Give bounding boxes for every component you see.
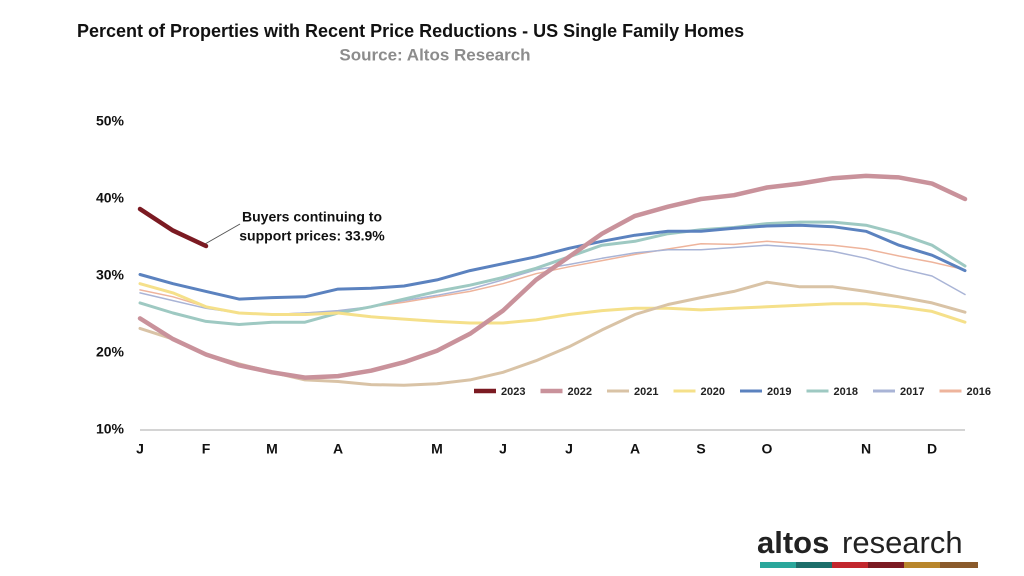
y-tick-label: 40% [96,190,125,206]
x-tick-label: J [499,441,507,457]
y-tick-label: 30% [96,267,125,283]
legend-label: 2023 [501,386,525,398]
x-tick-label: A [630,441,640,457]
legend-label: 2019 [767,386,791,398]
series-line [137,173,968,380]
x-tick-label: M [431,441,443,457]
legend-label: 2022 [568,386,592,398]
logo-bar-segment [904,562,940,568]
series-line [138,223,967,301]
legend-label: 2017 [900,386,924,398]
series-line [137,206,209,249]
x-tick-label: M [266,441,278,457]
logo-text: research [842,525,963,560]
series-line [138,220,967,326]
logo-bar [760,562,978,568]
logo-bar-segment [868,562,904,568]
annotation-pointer [204,223,241,245]
logo-text: altos [757,525,829,560]
y-tick-label: 20% [96,344,125,360]
x-tick-label: J [565,441,573,457]
series-line [138,282,967,325]
legend-label: 2020 [701,386,725,398]
logo-bar-segment [940,562,978,568]
y-tick-label: 50% [96,113,125,129]
x-tick-label: O [762,441,773,457]
logo-bar-segment [832,562,868,568]
chart-subtitle: Source: Altos Research [339,45,530,64]
x-tick-label: S [696,441,705,457]
logo-bar-segment [760,562,796,568]
chart-title: Percent of Properties with Recent Price … [77,21,744,41]
x-tick-label: J [136,441,144,457]
x-tick-label: F [202,441,211,457]
legend-label: 2016 [967,386,991,398]
legend-label: 2021 [634,386,658,398]
logo-bar-segment [796,562,832,568]
annotation: support prices: 33.9% [239,228,385,244]
legend-label: 2018 [834,386,858,398]
x-tick-label: A [333,441,343,457]
x-tick-label: N [861,441,871,457]
x-tick-label: D [927,441,937,457]
annotation: Buyers continuing to [242,209,382,225]
y-tick-label: 10% [96,421,125,437]
